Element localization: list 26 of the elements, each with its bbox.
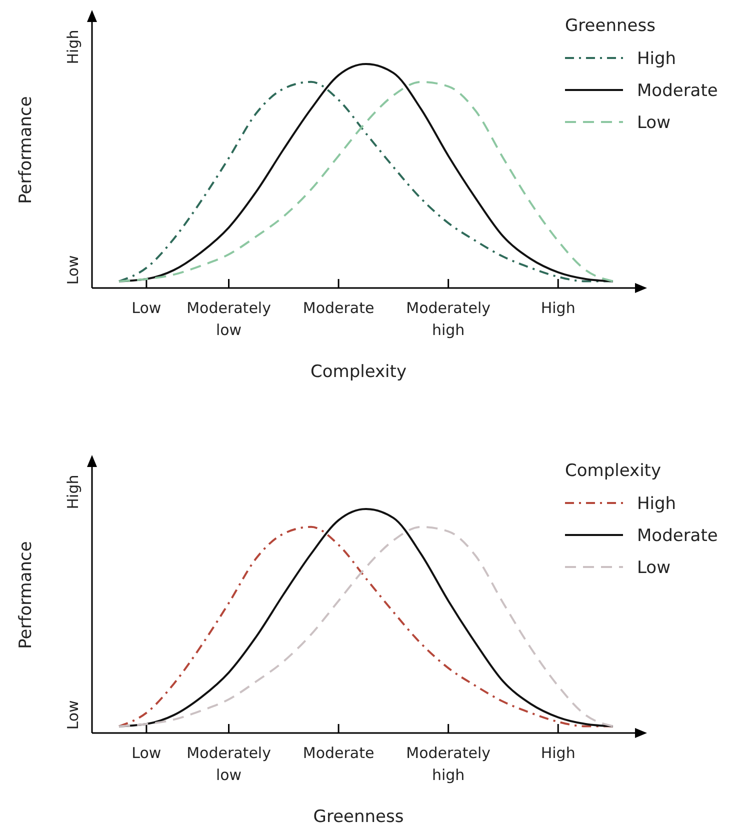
x-tick-label: Low <box>132 744 162 762</box>
x-tick-label: High <box>540 744 576 762</box>
x-tick-label: Low <box>132 299 162 317</box>
legend-title: Greenness <box>565 16 656 36</box>
x-tick-label: Moderate <box>302 299 374 317</box>
x-tick-label: Moderately low <box>186 299 272 339</box>
text: Low <box>64 700 82 730</box>
legend-label: Low <box>637 113 671 133</box>
text: High <box>64 30 82 64</box>
y-axis-title: Performance <box>16 541 36 649</box>
legend-label: High <box>637 494 676 514</box>
x-axis-title: Greenness <box>313 807 404 826</box>
x-tick-label: Moderate <box>302 744 374 762</box>
legend-title: Complexity <box>565 461 662 481</box>
x-axis-title: Complexity <box>310 362 407 382</box>
x-tick-label: Moderately high <box>406 299 491 339</box>
legend-label: Low <box>637 558 671 578</box>
legend-label: Moderate <box>637 526 718 546</box>
text: High <box>64 474 82 510</box>
text: Low <box>64 255 82 285</box>
legend-label: High <box>637 49 676 69</box>
x-tick-label: Moderately high <box>406 744 491 784</box>
x-tick-label: High <box>540 299 576 317</box>
y-axis-title: Performance <box>16 96 36 204</box>
legend-label: Moderate <box>637 81 718 101</box>
x-tick-label: Moderately low <box>186 744 272 784</box>
